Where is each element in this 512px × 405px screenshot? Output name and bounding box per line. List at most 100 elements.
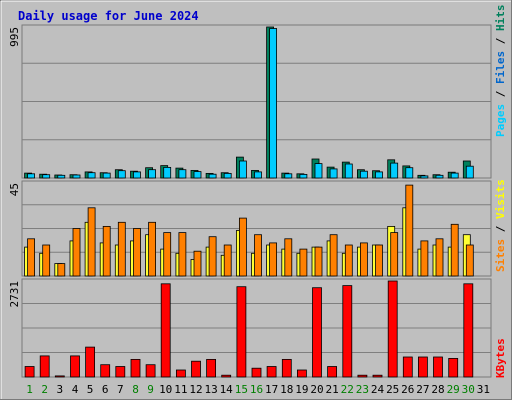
x-tick-label-day-30: 30 xyxy=(462,383,475,396)
x-tick-label-day-1: 1 xyxy=(26,383,33,396)
bar-kbytes-kbytes-day-28 xyxy=(433,356,443,378)
max-label-visits: 45 xyxy=(8,183,21,196)
bar-hits-files-day-20 xyxy=(314,163,323,179)
bar-kbytes-kbytes-day-29 xyxy=(448,357,459,378)
bar-hits-files-day-7 xyxy=(117,170,126,179)
bar-visits-sites-day-16 xyxy=(254,234,262,277)
bar-visits-sites-day-25 xyxy=(390,232,399,277)
bar-kbytes-kbytes-day-17 xyxy=(266,366,277,378)
bar-hits-files-day-30 xyxy=(465,165,474,179)
bar-kbytes-kbytes-day-21 xyxy=(327,366,338,378)
bar-hits-files-day-6 xyxy=(102,172,111,179)
bar-visits-sites-day-14 xyxy=(223,244,232,277)
bar-kbytes-kbytes-day-12 xyxy=(191,360,201,378)
bar-hits-files-day-1 xyxy=(27,173,36,179)
bar-kbytes-kbytes-day-22 xyxy=(342,285,353,378)
bar-hits-files-day-15 xyxy=(238,160,247,179)
bar-kbytes-kbytes-day-10 xyxy=(160,283,171,378)
bar-visits-sites-day-17 xyxy=(269,242,278,277)
x-tick-label-day-8: 8 xyxy=(132,383,139,396)
bar-kbytes-kbytes-day-3 xyxy=(54,375,65,378)
bar-hits-files-day-5 xyxy=(87,172,96,179)
bar-kbytes-kbytes-day-27 xyxy=(417,356,428,378)
legend-entry-hits-3: / xyxy=(494,31,507,51)
bar-kbytes-kbytes-day-15 xyxy=(236,286,247,378)
x-tick-label-day-13: 13 xyxy=(204,383,217,396)
x-tick-label-day-20: 20 xyxy=(310,383,323,396)
legend-visits: Sites / Visits xyxy=(494,179,507,272)
bar-kbytes-kbytes-day-1 xyxy=(24,366,35,378)
bar-hits-files-day-14 xyxy=(223,172,232,179)
bar-kbytes-kbytes-day-25 xyxy=(387,280,398,378)
bar-kbytes-kbytes-day-8 xyxy=(130,358,141,378)
bar-hits-files-day-21 xyxy=(329,168,338,179)
x-tick-label-day-12: 12 xyxy=(189,383,202,396)
x-tick-label-day-29: 29 xyxy=(447,383,460,396)
bar-hits-files-day-12 xyxy=(193,171,202,179)
bar-visits-sites-day-22 xyxy=(344,244,353,277)
legend-entry-visits-2: Visits xyxy=(494,179,507,219)
bar-kbytes-kbytes-day-20 xyxy=(312,287,322,378)
bar-hits-files-day-25 xyxy=(390,162,399,179)
x-tick-label-day-4: 4 xyxy=(72,383,79,396)
x-tick-label-day-31: 31 xyxy=(477,383,490,396)
max-label-kbytes: 2731 xyxy=(8,281,21,308)
bar-visits-sites-day-12 xyxy=(193,250,202,277)
x-tick-label-day-17: 17 xyxy=(265,383,278,396)
bar-hits-files-day-9 xyxy=(148,169,157,179)
bar-hits-files-day-16 xyxy=(254,171,262,179)
legend-entry-visits-0: Sites xyxy=(494,239,507,272)
x-tick-label-day-28: 28 xyxy=(431,383,444,396)
x-tick-label-day-22: 22 xyxy=(341,383,354,396)
legend-hits: Pages / Files / Hits xyxy=(494,5,507,138)
bar-hits-files-day-18 xyxy=(284,173,293,179)
bar-kbytes-kbytes-day-13 xyxy=(206,358,217,378)
x-tick-label-day-6: 6 xyxy=(102,383,109,396)
bar-kbytes-kbytes-day-7 xyxy=(115,366,126,378)
bar-hits-files-day-17 xyxy=(269,28,278,179)
bar-visits-sites-day-9 xyxy=(148,221,157,277)
bar-visits-sites-day-3 xyxy=(57,263,66,277)
x-tick-label-day-24: 24 xyxy=(371,383,385,396)
x-tick-label-day-9: 9 xyxy=(147,383,154,396)
x-tick-label-day-11: 11 xyxy=(174,383,187,396)
legend-kbytes: KBytes xyxy=(494,338,507,378)
x-tick-label-day-14: 14 xyxy=(220,383,234,396)
bar-kbytes-kbytes-day-23 xyxy=(357,374,368,378)
bar-hits-files-day-24 xyxy=(375,171,383,179)
bar-hits-files-day-3 xyxy=(57,174,66,179)
bar-visits-sites-day-27 xyxy=(420,240,429,277)
bar-hits-files-day-8 xyxy=(133,171,141,179)
x-tick-label-day-16: 16 xyxy=(250,383,263,396)
x-tick-label-day-27: 27 xyxy=(416,383,429,396)
x-tick-label-day-3: 3 xyxy=(56,383,63,396)
bar-visits-sites-day-15 xyxy=(238,217,247,277)
bar-hits-files-day-19 xyxy=(299,173,308,179)
x-tick-label-day-25: 25 xyxy=(386,383,399,396)
bar-visits-sites-day-28 xyxy=(435,238,444,277)
legend-entry-kbytes-0: KBytes xyxy=(494,338,507,378)
bar-hits-files-day-4 xyxy=(72,174,81,179)
legend-entry-hits-2: Files xyxy=(494,51,507,84)
bar-hits-files-day-22 xyxy=(344,163,353,179)
max-label-hits: 995 xyxy=(8,27,21,47)
legend-entry-hits-0: Pages xyxy=(494,104,507,137)
bar-hits-files-day-10 xyxy=(163,166,172,179)
bar-kbytes-kbytes-day-26 xyxy=(402,356,413,378)
bar-hits-files-day-13 xyxy=(208,173,217,179)
x-tick-label-day-26: 26 xyxy=(401,383,414,396)
bar-visits-sites-day-18 xyxy=(284,238,293,277)
x-tick-label-day-19: 19 xyxy=(295,383,308,396)
bar-visits-sites-day-11 xyxy=(178,232,187,277)
bar-kbytes-kbytes-day-19 xyxy=(296,369,307,378)
x-tick-label-day-7: 7 xyxy=(117,383,124,396)
bar-kbytes-kbytes-day-5 xyxy=(85,346,95,378)
bar-kbytes-kbytes-day-2 xyxy=(39,355,50,378)
bar-kbytes-kbytes-day-30 xyxy=(463,283,474,378)
chart-title: Daily usage for June 2024 xyxy=(18,9,199,23)
bar-kbytes-kbytes-day-4 xyxy=(70,355,80,378)
bar-hits-files-day-29 xyxy=(450,172,459,179)
bar-visits-sites-day-5 xyxy=(87,207,96,277)
